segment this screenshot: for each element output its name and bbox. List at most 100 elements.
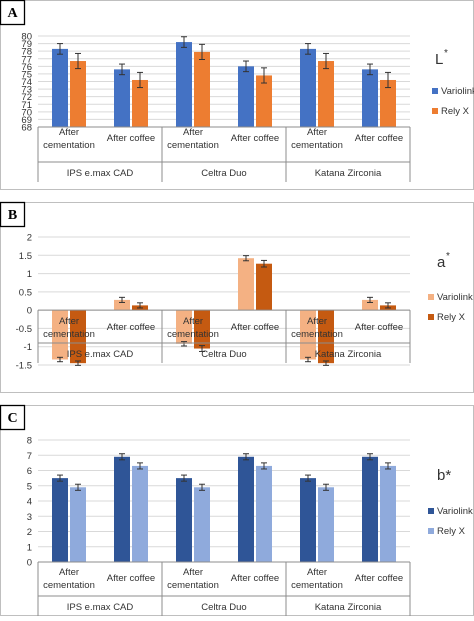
category-label: After coffee	[107, 322, 155, 333]
bar-variolink	[176, 42, 192, 127]
panel-frame	[1, 203, 474, 393]
y-tick-label: 6	[27, 466, 32, 477]
category-label: cementation	[43, 329, 95, 340]
category-label: After coffee	[107, 573, 155, 584]
group-label: Celtra Duo	[201, 349, 246, 360]
category-label: cementation	[291, 580, 343, 591]
group-label: Celtra Duo	[201, 168, 246, 179]
bar-rely-x	[318, 61, 334, 127]
category-label: After coffee	[107, 133, 155, 144]
category-label: After coffee	[355, 322, 403, 333]
bar-rely-x	[194, 487, 210, 562]
group-label: Katana Zirconia	[315, 349, 382, 360]
category-label: After	[183, 127, 203, 138]
legend-swatch	[428, 508, 434, 514]
legend-swatch	[428, 294, 434, 300]
category-label: cementation	[43, 140, 95, 151]
legend-label: Rely X	[437, 526, 466, 537]
bar-variolink	[238, 457, 254, 562]
bar-variolink	[52, 478, 68, 562]
panel-label: C	[7, 411, 17, 426]
category-label: After	[59, 316, 79, 327]
y-tick-label: 2	[27, 233, 32, 244]
category-label: After	[59, 127, 79, 138]
category-label: After	[307, 567, 327, 578]
y-tick-label: -1.5	[16, 361, 32, 372]
y-tick-label: 1	[27, 269, 32, 280]
category-label: cementation	[167, 329, 219, 340]
bar-rely-x	[256, 466, 272, 562]
bar-rely-x	[132, 466, 148, 562]
y-tick-label: -1	[24, 342, 32, 353]
category-label: cementation	[291, 329, 343, 340]
chart-panel-a: A68697071727374757677787980Aftercementat…	[1, 1, 474, 190]
y-tick-label: -0.5	[16, 324, 32, 335]
y-tick-label: 0	[27, 558, 32, 569]
category-label: cementation	[167, 580, 219, 591]
group-label: Celtra Duo	[201, 602, 246, 613]
y-tick-label: 2	[27, 527, 32, 538]
category-label: After	[183, 567, 203, 578]
chart-panel-c: C 0 1 2 3 4 5 6 7 8 After cementation After coffee Af…	[1, 406, 474, 617]
bar-variolink	[300, 49, 316, 127]
bar-rely-x	[318, 487, 334, 562]
bar-rely-x	[380, 466, 396, 562]
bar-variolink	[238, 66, 254, 127]
group-label: IPS e.max CAD	[67, 602, 134, 613]
legend-label: Variolink	[441, 86, 474, 97]
category-label: After coffee	[355, 573, 403, 584]
legend-label: Variolink	[437, 506, 473, 517]
side-label: b*	[437, 467, 451, 484]
side-label-sup: *	[444, 48, 448, 59]
legend-swatch	[428, 314, 434, 320]
bar-variolink	[114, 457, 130, 562]
category-label: After coffee	[231, 322, 279, 333]
bar-variolink	[362, 69, 378, 127]
group-label: IPS e.max CAD	[67, 349, 134, 360]
y-tick-label: 5	[27, 481, 32, 492]
group-label: IPS e.max CAD	[67, 168, 134, 179]
y-tick-label: 0	[27, 306, 32, 317]
y-tick-label: 1.5	[19, 251, 32, 262]
category-label: After coffee	[355, 133, 403, 144]
legend-label: Variolink	[437, 292, 473, 303]
category-label: After coffee	[231, 573, 279, 584]
y-tick-label: 80	[21, 32, 32, 43]
category-label: After	[307, 316, 327, 327]
bar-rely-x	[70, 487, 86, 562]
bar-variolink	[114, 69, 130, 127]
category-label: After	[183, 316, 203, 327]
y-tick-label: 8	[27, 436, 32, 447]
panel-label: A	[7, 6, 18, 21]
legend-swatch	[432, 88, 438, 94]
category-label: After coffee	[231, 133, 279, 144]
group-label: Katana Zirconia	[315, 168, 382, 179]
category-label: cementation	[167, 140, 219, 151]
y-tick-label: 4	[27, 497, 32, 508]
legend-swatch	[432, 108, 438, 114]
side-label: a	[437, 254, 446, 271]
group-label: Katana Zirconia	[315, 602, 382, 613]
bar-variolink	[238, 258, 254, 310]
y-tick-label: 1	[27, 542, 32, 553]
bar-rely-x	[70, 61, 86, 127]
bar-rely-x	[194, 52, 210, 127]
y-tick-label: 0.5	[19, 287, 32, 298]
y-tick-label: 7	[27, 451, 32, 462]
bar-variolink	[300, 478, 316, 562]
y-tick-label: 3	[27, 512, 32, 523]
side-label-sup: *	[446, 251, 450, 262]
legend-swatch	[428, 528, 434, 534]
category-label: cementation	[43, 580, 95, 591]
category-label: After	[59, 567, 79, 578]
bar-variolink	[52, 49, 68, 127]
category-label: cementation	[291, 140, 343, 151]
bar-variolink	[176, 478, 192, 562]
legend-label: Rely X	[437, 312, 466, 323]
panel-label: B	[8, 208, 17, 223]
side-label: L	[435, 51, 443, 68]
legend-label: Rely X	[441, 106, 470, 117]
chart-panel-b: B -1.5 -1 -0.5 0 0.5 1 1.5 2 After cementation Afte…	[1, 203, 474, 393]
category-label: After	[307, 127, 327, 138]
